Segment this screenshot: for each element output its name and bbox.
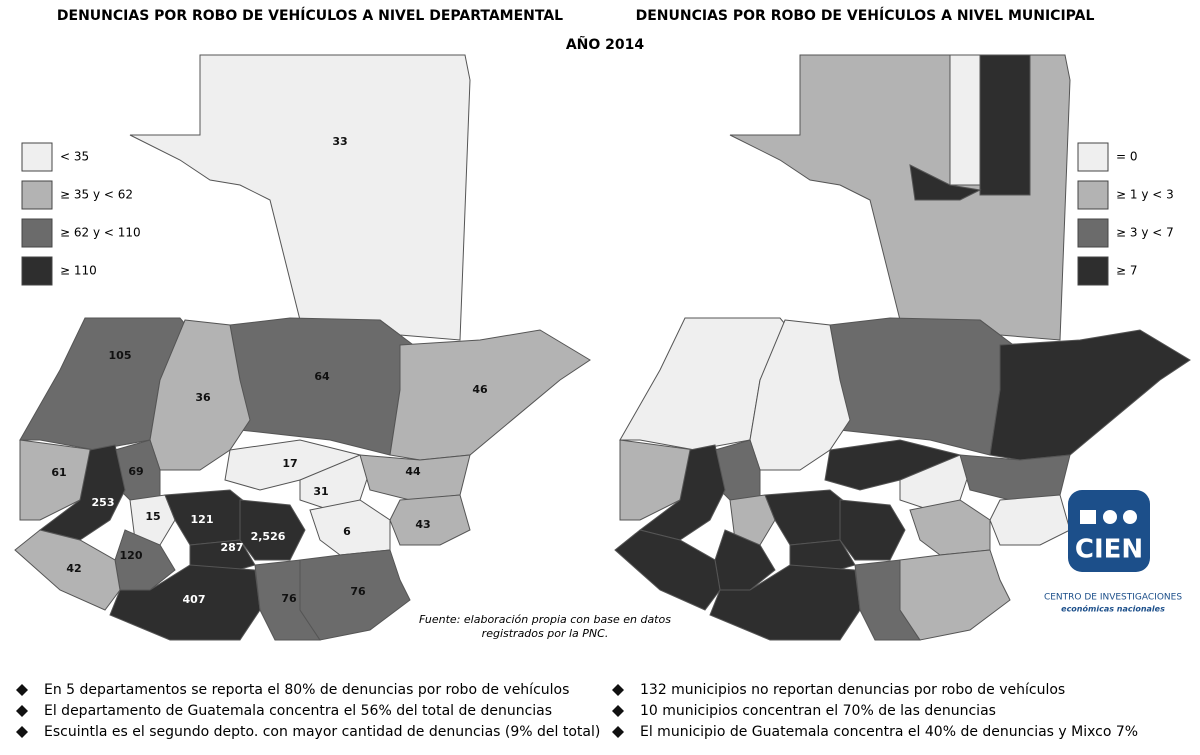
department-label: 6	[343, 525, 351, 538]
department-label: 31	[313, 485, 328, 498]
department	[14, 529, 121, 611]
bullet-text: 10 municipios concentran el 70% de las d…	[640, 703, 996, 719]
department-label: 43	[415, 518, 430, 531]
department-label: 64	[314, 370, 330, 383]
legend-swatch	[21, 256, 53, 286]
department	[389, 494, 471, 546]
legend-label: = 0	[1116, 150, 1138, 164]
municipal-map	[614, 54, 1191, 641]
logo-circle	[1123, 510, 1137, 524]
municipality-area	[909, 499, 991, 556]
bullet-icon	[16, 684, 28, 696]
bullet-text: En 5 departamentos se reporta el 80% de …	[44, 682, 569, 698]
legend-swatch	[21, 180, 53, 210]
department-label: 69	[128, 465, 143, 478]
logo-line: económicas nacionales	[1061, 604, 1165, 614]
department-map	[14, 54, 591, 641]
legends: < 35 ≥ 35 y < 62 ≥ 62 y < 110 ≥ 110 = 0 ≥ 1 y…	[21, 142, 1174, 286]
legend-label: < 35	[60, 150, 89, 164]
department	[389, 329, 591, 461]
department-label: 17	[282, 457, 297, 470]
legend-swatch	[21, 218, 53, 248]
source-line: registrados por la PNC.	[482, 627, 609, 640]
department	[38, 444, 126, 541]
legend-label: ≥ 35 y < 62	[60, 188, 133, 202]
legend-label: ≥ 7	[1116, 264, 1138, 278]
department-label: 287	[221, 541, 244, 554]
year: AÑO 2014	[566, 36, 645, 53]
municipality-area	[989, 329, 1191, 461]
logo-line: CENTRO DE INVESTIGACIONES	[1044, 593, 1182, 603]
municipality-area	[614, 529, 721, 611]
right-title: DENUNCIAS POR ROBO DE VEHÍCULOS A NIVEL …	[636, 7, 1095, 24]
bullet-icon	[16, 705, 28, 717]
legend-label: ≥ 62 y < 110	[60, 226, 141, 240]
municipality-area	[899, 549, 1011, 641]
legend-label: ≥ 3 y < 7	[1116, 226, 1174, 240]
municipality-area	[959, 454, 1071, 501]
bullet-icon	[612, 684, 624, 696]
municipality-area	[729, 494, 776, 546]
department-label: 407	[183, 593, 206, 606]
municipality-area	[949, 54, 981, 186]
legend-swatch	[21, 142, 53, 172]
department-label: 42	[66, 562, 81, 575]
bullet-icon	[16, 726, 28, 738]
department-label: 76	[350, 585, 366, 598]
bullet-text: 132 municipios no reportan denuncias por…	[640, 682, 1065, 698]
bullet-text: Escuintla es el segundo depto. con mayor…	[44, 724, 600, 740]
municipality-area	[749, 319, 851, 471]
department	[299, 549, 411, 641]
municipality-area	[979, 54, 1031, 196]
bullet-text: El departamento de Guatemala concentra e…	[44, 703, 552, 719]
department-label: 44	[405, 465, 421, 478]
legend-label: ≥ 110	[60, 264, 97, 278]
source-line: Fuente: elaboración propia con base en d…	[419, 613, 671, 626]
department	[149, 319, 251, 471]
logo-name: CIEN	[1075, 535, 1143, 565]
legend-swatch	[1077, 256, 1109, 286]
department	[129, 54, 471, 341]
department-label: 33	[332, 135, 347, 148]
department-labels: 33 105 64 46 36 61 69 17 31 44 253 15 121 2,526 287 6 43…	[51, 135, 488, 606]
municipality-area	[829, 317, 1021, 456]
logo-circle	[1103, 510, 1117, 524]
legend-swatch	[1077, 180, 1109, 210]
department-label: 105	[109, 349, 132, 362]
department-label: 120	[120, 549, 143, 562]
left-title: DENUNCIAS POR ROBO DE VEHÍCULOS A NIVEL …	[57, 7, 563, 24]
bullet-icon	[612, 705, 624, 717]
department	[229, 317, 421, 456]
department-label: 15	[145, 510, 160, 523]
department-label: 36	[195, 391, 211, 404]
bullet-icon	[612, 726, 624, 738]
municipality-area	[909, 164, 982, 201]
municipality-area	[839, 499, 906, 561]
logo-square	[1080, 510, 1096, 524]
department-label: 61	[51, 466, 66, 479]
department-label: 76	[281, 592, 297, 605]
legend-swatch	[1077, 142, 1109, 172]
legend-label: ≥ 1 y < 3	[1116, 188, 1174, 202]
municipality-area	[989, 494, 1071, 546]
department-label: 46	[472, 383, 488, 396]
legend-swatch	[1077, 218, 1109, 248]
department	[129, 494, 176, 546]
department-label: 121	[191, 513, 214, 526]
bullets: En 5 departamentos se reporta el 80% de …	[16, 682, 1138, 740]
department-label: 253	[92, 496, 115, 509]
department-label: 2,526	[251, 530, 286, 543]
municipality-area	[638, 444, 726, 541]
bullet-text: El municipio de Guatemala concentra el 4…	[640, 724, 1138, 740]
